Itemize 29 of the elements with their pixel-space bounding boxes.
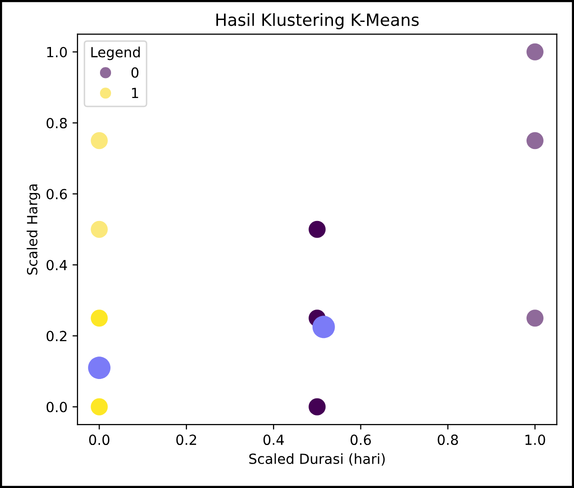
point xyxy=(526,132,544,150)
x-tick-label: 0.6 xyxy=(350,434,371,446)
x-tick-label: 0.4 xyxy=(263,434,284,446)
legend-label: 1 xyxy=(132,88,138,98)
x-tick-label: 0.0 xyxy=(89,434,110,446)
point xyxy=(90,220,108,238)
point xyxy=(526,310,544,327)
chart-title: Hasil Klustering K-Means xyxy=(216,13,419,30)
point xyxy=(90,398,108,416)
x-tick-label: 1.0 xyxy=(525,434,546,446)
point xyxy=(90,132,108,150)
y-tick-label: 0.4 xyxy=(46,260,67,270)
x-tick-label: 0.2 xyxy=(176,434,196,446)
y-tick-label: 0.0 xyxy=(46,402,67,412)
x-tick-label: 0.8 xyxy=(438,434,458,446)
point xyxy=(308,220,326,238)
legend-title: Legend xyxy=(91,46,140,60)
legend-label: 0 xyxy=(131,67,138,78)
y-axis-title: Scaled Harga xyxy=(26,184,40,275)
y-tick-label: 0.2 xyxy=(46,330,66,342)
y-tick-label: 0.6 xyxy=(46,188,67,200)
point xyxy=(90,310,108,327)
point xyxy=(308,398,326,416)
y-tick-label: 0.8 xyxy=(46,118,67,128)
point xyxy=(88,356,110,379)
point xyxy=(526,43,544,60)
point xyxy=(312,316,335,338)
y-tick-label: 1.0 xyxy=(47,46,67,58)
x-axis-title: Scaled Durasi (hari) xyxy=(249,453,385,466)
